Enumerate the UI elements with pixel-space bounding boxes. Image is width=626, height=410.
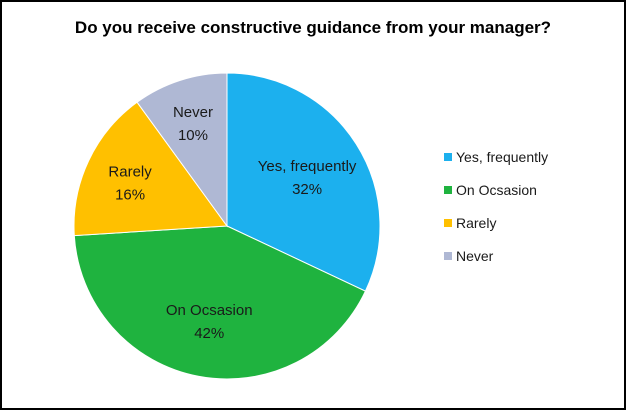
slice-labels: Yes, frequently 32% On Ocsasion 42% Rarely 16…	[108, 104, 357, 342]
slice-value-on-ocsasion: 42%	[194, 325, 224, 342]
slice-value-never: 10%	[178, 127, 208, 144]
legend-swatch-on-ocsasion	[444, 186, 452, 194]
slice-value-yes-frequently: 32%	[292, 181, 322, 198]
legend-swatch-yes-frequently	[444, 153, 452, 161]
slice-label-never: Never	[173, 104, 213, 121]
chart-title: Do you receive constructive guidance fro…	[74, 18, 552, 37]
legend-label-never: Never	[456, 248, 494, 264]
legend-label-yes-frequently: Yes, frequently	[456, 149, 548, 165]
pie-slices	[73, 72, 381, 380]
legend-label-rarely: Rarely	[456, 215, 496, 231]
pie-slice-yes-frequently	[226, 72, 381, 292]
pie-slice-rarely	[73, 101, 228, 237]
pie-slice-never	[136, 72, 228, 228]
slice-label-rarely: Rarely	[108, 163, 152, 180]
slice-label-yes-frequently: Yes, frequently	[258, 158, 357, 175]
pie-slice-on-ocsasion	[73, 225, 367, 380]
legend: Yes, frequently On Ocsasion Rarely Never	[444, 149, 548, 264]
legend-swatch-rarely	[444, 219, 452, 227]
legend-swatch-never	[444, 252, 452, 260]
slice-value-rarely: 16%	[115, 186, 145, 203]
slice-label-on-ocsasion: On Ocsasion	[166, 302, 253, 319]
legend-label-on-ocsasion: On Ocsasion	[456, 182, 537, 198]
